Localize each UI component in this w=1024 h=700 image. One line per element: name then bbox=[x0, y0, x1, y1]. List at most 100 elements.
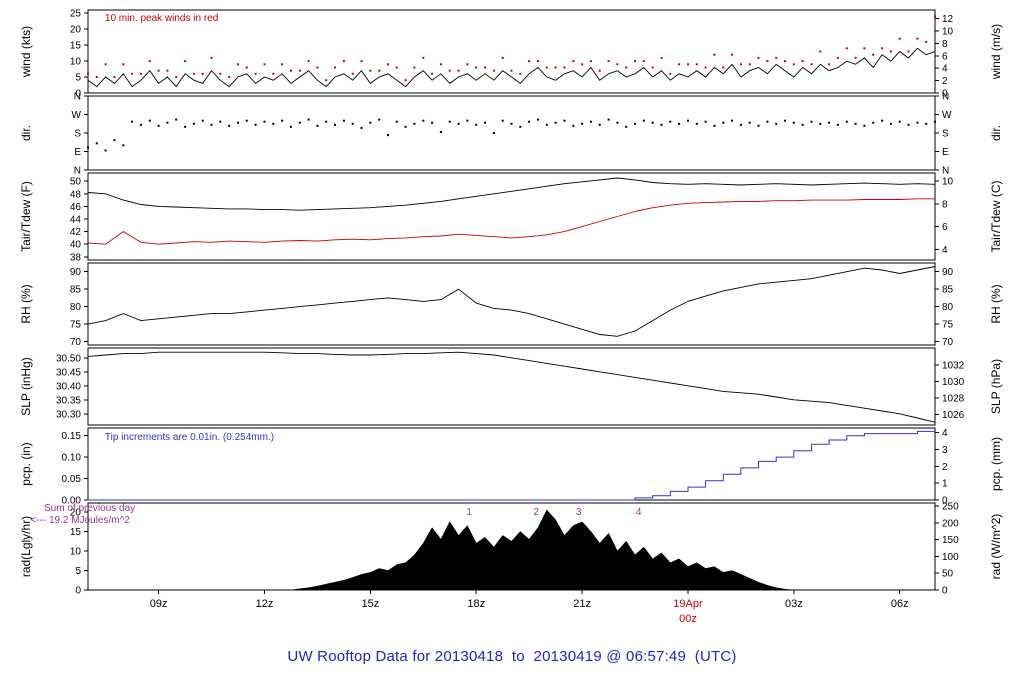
dot bbox=[572, 124, 575, 127]
dot bbox=[104, 149, 107, 152]
dot bbox=[581, 63, 584, 66]
dot bbox=[801, 60, 804, 63]
axis-title-right-slp: SLP (hPa) bbox=[989, 359, 1003, 414]
left-tick-label: 5 bbox=[75, 566, 81, 577]
dot bbox=[819, 50, 822, 53]
dot bbox=[642, 60, 645, 63]
dot bbox=[228, 76, 231, 78]
right-tick-label: N bbox=[942, 166, 949, 177]
dot bbox=[334, 123, 336, 126]
dot bbox=[836, 56, 839, 59]
dot bbox=[87, 146, 89, 149]
left-tick-label: 5 bbox=[75, 73, 81, 84]
dot bbox=[916, 37, 919, 40]
dot bbox=[934, 15, 936, 18]
dot bbox=[775, 122, 778, 125]
right-tick-label: 0 bbox=[942, 586, 948, 597]
axis-title-right-tair: Tair/Tdew (C) bbox=[989, 180, 1003, 252]
dot bbox=[325, 79, 328, 82]
dot bbox=[369, 121, 372, 124]
dot bbox=[325, 120, 328, 123]
right-tick-label: 90 bbox=[942, 267, 954, 278]
dot bbox=[757, 56, 760, 59]
dot bbox=[801, 123, 804, 126]
right-tick-label: 4 bbox=[942, 428, 948, 439]
x-tick-label: 09z bbox=[150, 598, 168, 610]
dot bbox=[422, 56, 425, 59]
panel-pcp: 0.00 0.05 0.10 0.15 0 1 2 3 4 Tip increments are … bbox=[19, 427, 1003, 507]
dot bbox=[342, 60, 345, 63]
dot bbox=[272, 72, 275, 75]
left-tick-label: 0 bbox=[75, 586, 81, 597]
right-tick-label: 100 bbox=[942, 552, 959, 563]
dot bbox=[722, 66, 725, 69]
figure-title: UW Rooftop Data for 20130418 to 20130419… bbox=[287, 648, 737, 665]
dot bbox=[148, 60, 151, 63]
right-tick-label: 75 bbox=[942, 320, 954, 331]
right-tick-label: 1026 bbox=[942, 410, 965, 421]
dot bbox=[625, 125, 628, 128]
dot bbox=[387, 134, 389, 137]
axis-title-left-slp: SLP (inHg) bbox=[19, 357, 33, 415]
dot bbox=[678, 122, 681, 125]
right-tick-label: W bbox=[942, 110, 952, 121]
dot bbox=[695, 122, 698, 125]
dot bbox=[784, 60, 786, 63]
right-tick-label: 85 bbox=[942, 285, 954, 296]
series-10-min-peak-wind-kts bbox=[87, 15, 936, 82]
left-tick-label: 48 bbox=[70, 189, 82, 200]
series-solar-radiation-lgly-per-hr bbox=[88, 509, 935, 591]
right-tick-label: 8 bbox=[942, 39, 948, 50]
right-tick-label: 70 bbox=[942, 337, 954, 348]
dot bbox=[307, 60, 310, 63]
dot bbox=[607, 118, 610, 121]
dot bbox=[581, 122, 584, 125]
right-tick-label: N bbox=[942, 92, 949, 103]
dot bbox=[898, 120, 901, 123]
dot bbox=[863, 47, 866, 50]
dot bbox=[792, 121, 795, 124]
dot bbox=[872, 121, 875, 124]
panel-rh: 70 75 80 85 90 70 75 80 85 90 RH (%) RH (%) bbox=[19, 262, 1003, 348]
dot bbox=[448, 120, 451, 123]
axis-title-right-pcp: pcp. (mm) bbox=[989, 437, 1003, 491]
dot bbox=[642, 119, 645, 122]
dot bbox=[307, 118, 310, 121]
left-tick-label: 30.50 bbox=[56, 353, 81, 364]
panel-frame-wind bbox=[87, 9, 936, 94]
dot bbox=[678, 63, 681, 66]
dot bbox=[413, 122, 416, 125]
dot bbox=[863, 124, 866, 127]
dot bbox=[192, 72, 195, 75]
right-tick-label: 150 bbox=[942, 535, 959, 546]
annotation: 1 bbox=[466, 507, 472, 518]
dot bbox=[360, 60, 363, 63]
right-tick-label: 250 bbox=[942, 502, 959, 513]
dot bbox=[881, 47, 884, 50]
left-tick-label: 20 bbox=[70, 25, 82, 36]
left-tick-label: 44 bbox=[70, 215, 82, 226]
x-tick-label: 12z bbox=[256, 598, 274, 610]
dot bbox=[316, 124, 319, 127]
dot bbox=[281, 119, 284, 122]
left-tick-label: 42 bbox=[70, 227, 82, 238]
left-tick-label: 85 bbox=[70, 285, 82, 296]
dot bbox=[157, 124, 160, 127]
dot bbox=[492, 132, 495, 134]
annotation: 10 min. peak winds in red bbox=[105, 13, 218, 24]
left-tick-label: 0.00 bbox=[62, 496, 82, 507]
dot bbox=[828, 121, 831, 124]
right-tick-label: 4 bbox=[942, 64, 948, 75]
dot bbox=[104, 63, 107, 66]
dot bbox=[528, 60, 531, 63]
left-tick-label: 20 bbox=[70, 507, 82, 518]
left-tick-label: 30.35 bbox=[56, 395, 81, 406]
left-tick-label: 30.30 bbox=[56, 409, 81, 420]
dot bbox=[166, 121, 169, 124]
dot bbox=[537, 118, 539, 121]
dot bbox=[889, 50, 892, 53]
dot bbox=[431, 121, 434, 124]
